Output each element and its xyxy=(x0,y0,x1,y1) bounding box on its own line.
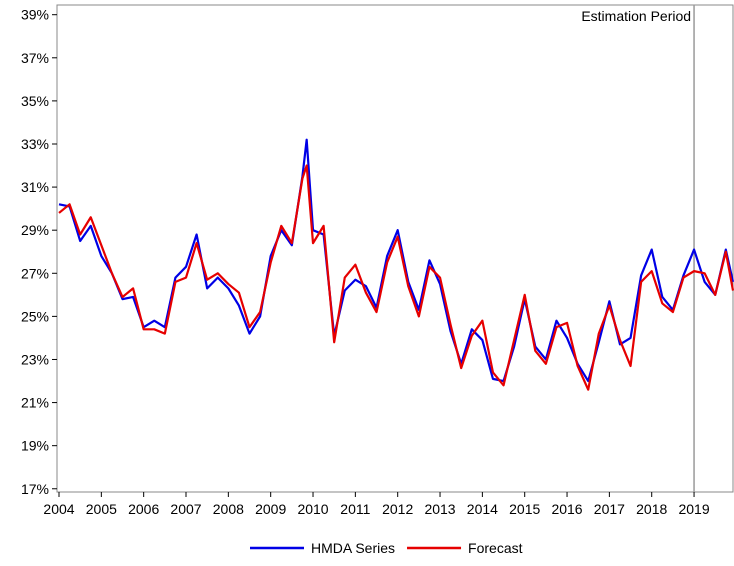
x-tick-label: 2015 xyxy=(509,501,540,517)
y-tick-label: 27% xyxy=(21,265,49,281)
x-tick-label: 2007 xyxy=(170,501,201,517)
plot-frame xyxy=(56,4,734,493)
y-tick-label: 17% xyxy=(21,481,49,497)
x-tick-label: 2014 xyxy=(467,501,498,517)
x-tick-label: 2019 xyxy=(678,501,709,517)
x-tick-label: 2009 xyxy=(255,501,286,517)
y-tick-label: 33% xyxy=(21,136,49,152)
x-tick-label: 2011 xyxy=(340,501,370,517)
y-tick-label: 23% xyxy=(21,351,49,367)
x-tick-label: 2016 xyxy=(551,501,582,517)
series-line xyxy=(58,138,734,383)
y-tick-label: 35% xyxy=(21,93,49,109)
x-tick-label: 2018 xyxy=(636,501,667,517)
legend-label: Forecast xyxy=(468,540,523,556)
y-tick-label: 31% xyxy=(21,179,49,195)
x-tick-label: 2004 xyxy=(43,501,74,517)
x-tick-label: 2013 xyxy=(424,501,455,517)
y-tick-label: 19% xyxy=(21,438,49,454)
legend-label: HMDA Series xyxy=(311,540,395,556)
y-tick-label: 25% xyxy=(21,308,49,324)
x-tick-label: 2012 xyxy=(382,501,413,517)
x-tick-label: 2017 xyxy=(594,501,625,517)
x-tick-label: 2005 xyxy=(86,501,117,517)
x-tick-label: 2006 xyxy=(128,501,159,517)
x-tick-label: 2008 xyxy=(213,501,244,517)
series-line xyxy=(58,164,734,391)
y-tick-label: 29% xyxy=(21,222,49,238)
y-tick-label: 39% xyxy=(21,7,49,23)
y-tick-label: 37% xyxy=(21,50,49,66)
y-tick-label: 21% xyxy=(21,395,49,411)
annotation: Estimation Period xyxy=(581,8,691,24)
x-tick-label: 2010 xyxy=(297,501,328,517)
